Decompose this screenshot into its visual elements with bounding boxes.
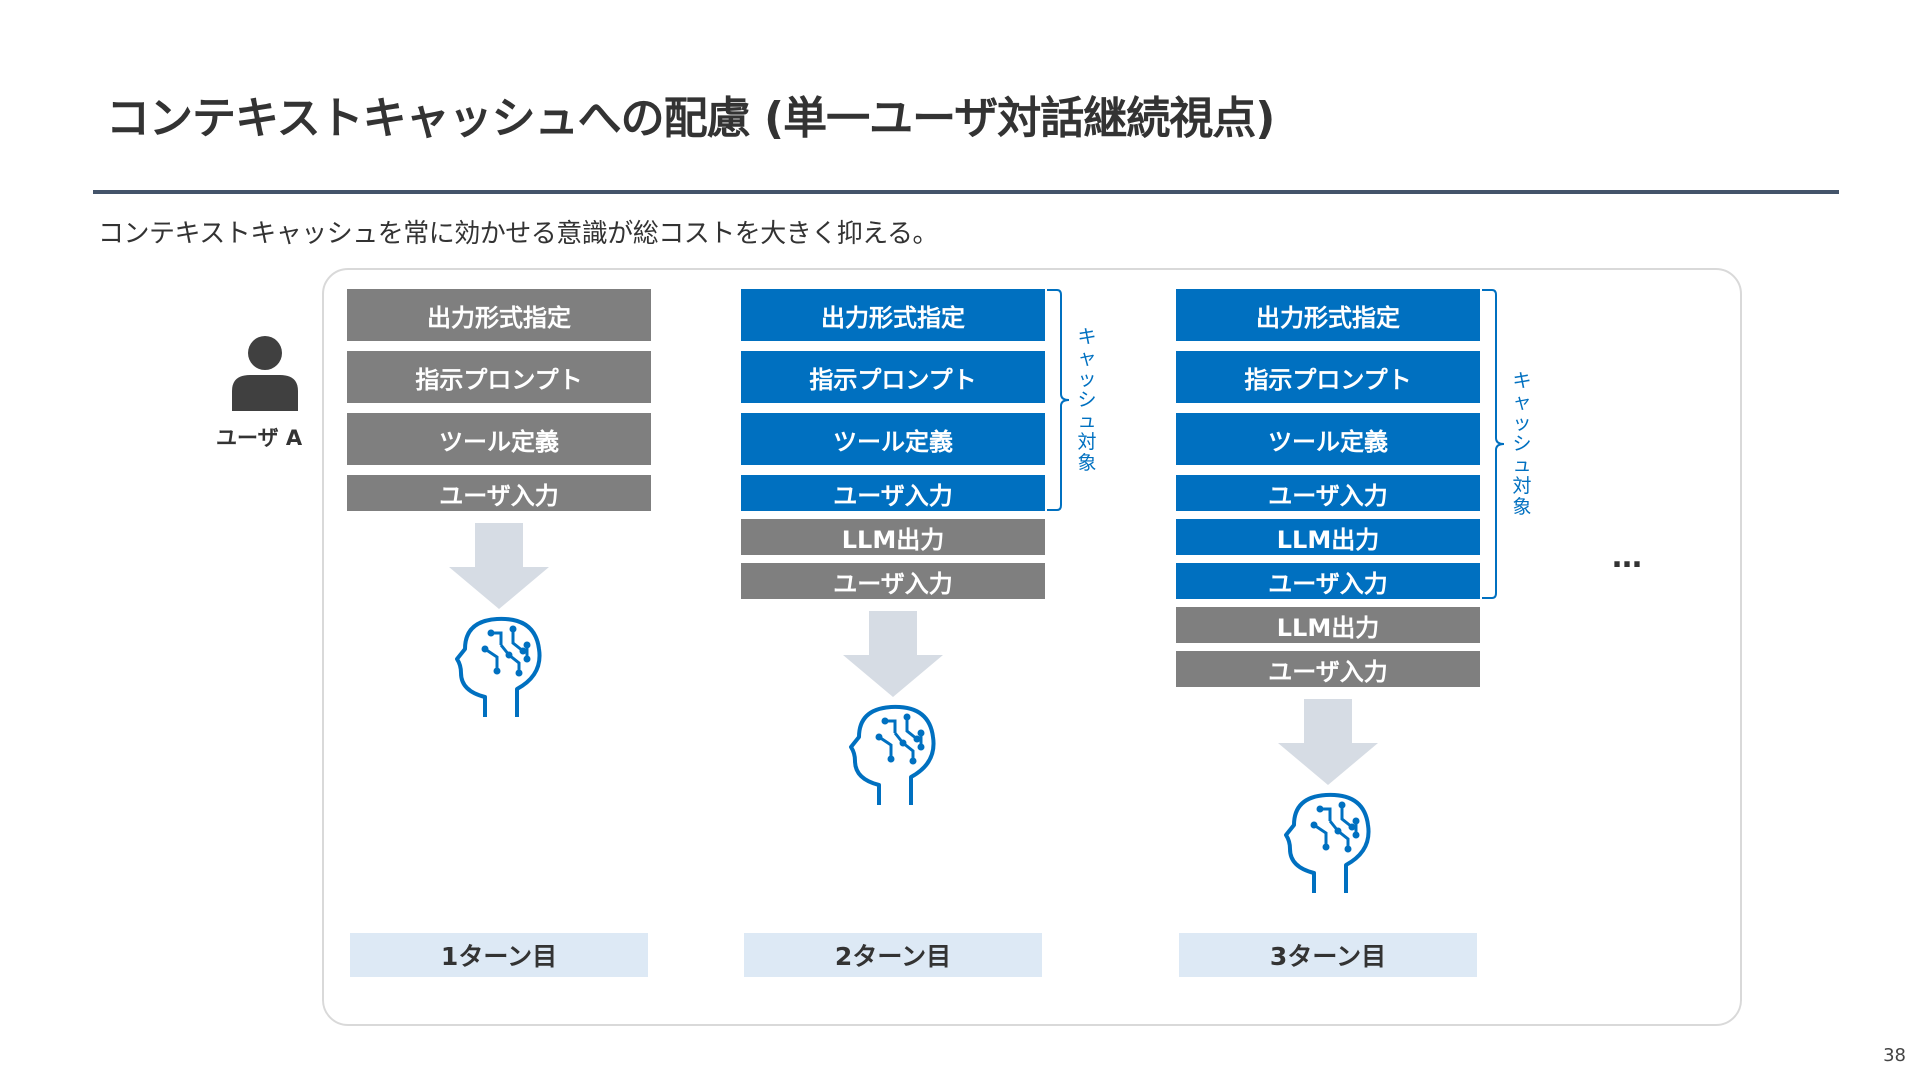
title-divider [93,190,1839,194]
ai-brain-head-icon [1284,792,1371,893]
turn-label: 3ターン目 [1179,933,1477,977]
prompt-block: 指示プロンプト [741,351,1045,403]
prompt-block: 出力形式指定 [741,289,1045,341]
prompt-block: ツール定義 [741,413,1045,465]
page-subtitle: コンテキストキャッシュを常に効かせる意識が総コストを大きく抑える。 [98,219,938,249]
prompt-block: ユーザ入力 [1176,563,1480,599]
prompt-block: ツール定義 [1176,413,1480,465]
ai-brain-head-icon [455,616,542,717]
page-number: 38 [1883,1045,1906,1066]
page-title: コンテキストキャッシュへの配慮 (単一ユーザ対話継続視点) [106,93,1275,144]
cache-bracket [1047,289,1070,511]
cache-target-label: キャッシュ対象 [1512,369,1532,518]
user-label: ユーザ A [216,426,303,450]
prompt-block: ユーザ入力 [347,475,651,511]
user-a [210,333,320,415]
down-arrow-icon [449,523,549,609]
prompt-block: ユーザ入力 [1176,475,1480,511]
down-arrow-icon [1278,699,1378,785]
prompt-block: LLM出力 [741,519,1045,555]
turn-label: 2ターン目 [744,933,1042,977]
prompt-block: ユーザ入力 [741,563,1045,599]
prompt-block: ツール定義 [347,413,651,465]
diagram-panel [322,268,1742,1026]
person-icon [232,336,298,411]
prompt-block: LLM出力 [1176,519,1480,555]
prompt-block: ユーザ入力 [741,475,1045,511]
ellipsis: … [1612,540,1642,575]
prompt-block: 指示プロンプト [347,351,651,403]
prompt-block: LLM出力 [1176,607,1480,643]
prompt-block: 出力形式指定 [347,289,651,341]
prompt-block: 出力形式指定 [1176,289,1480,341]
prompt-block: ユーザ入力 [1176,651,1480,687]
cache-target-label: キャッシュ対象 [1077,325,1097,474]
cache-bracket [1482,289,1505,599]
turn-label: 1ターン目 [350,933,648,977]
prompt-block: 指示プロンプト [1176,351,1480,403]
down-arrow-icon [843,611,943,697]
ai-brain-head-icon [849,704,936,805]
